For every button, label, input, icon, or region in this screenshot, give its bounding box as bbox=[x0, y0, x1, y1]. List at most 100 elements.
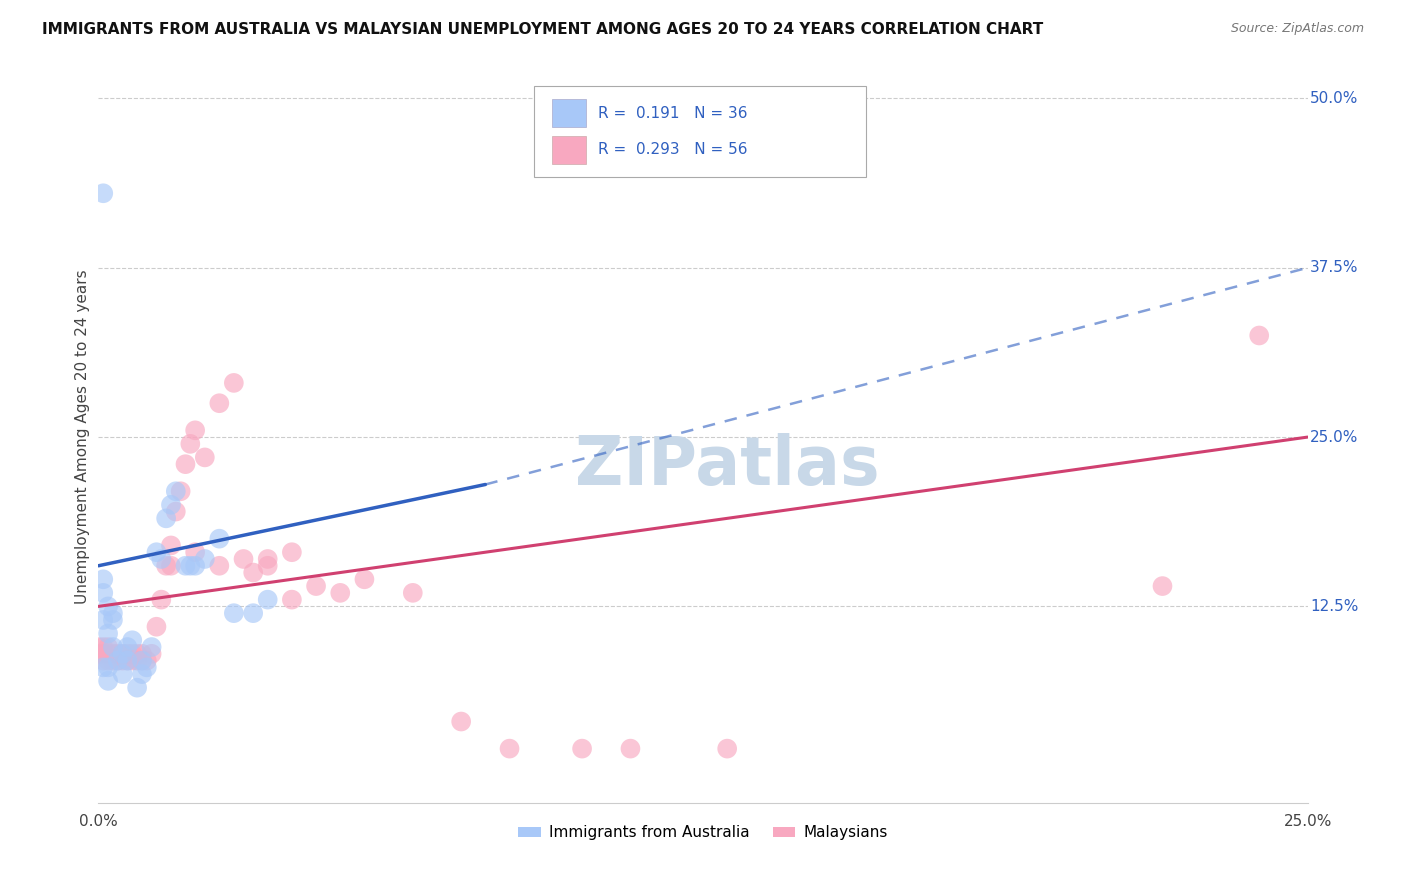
Point bbox=[91, 654, 114, 668]
Point bbox=[208, 532, 231, 546]
Point bbox=[121, 647, 143, 661]
FancyBboxPatch shape bbox=[551, 99, 586, 127]
Point bbox=[184, 558, 207, 573]
Point bbox=[256, 552, 278, 566]
Point bbox=[150, 552, 173, 566]
Point bbox=[571, 741, 593, 756]
Point bbox=[1249, 328, 1271, 343]
Point bbox=[174, 558, 197, 573]
Point bbox=[111, 667, 134, 681]
Point bbox=[1152, 579, 1174, 593]
Point bbox=[101, 647, 124, 661]
Point bbox=[281, 592, 304, 607]
Point bbox=[131, 654, 153, 668]
Point bbox=[160, 498, 183, 512]
Point bbox=[97, 647, 120, 661]
Point bbox=[329, 586, 352, 600]
Text: R =  0.191   N = 36: R = 0.191 N = 36 bbox=[598, 105, 748, 120]
Point bbox=[145, 545, 167, 559]
Point bbox=[184, 545, 207, 559]
Point bbox=[145, 620, 167, 634]
Point bbox=[179, 558, 201, 573]
Point bbox=[91, 613, 114, 627]
Point bbox=[141, 647, 163, 661]
Point bbox=[232, 552, 254, 566]
Point bbox=[101, 640, 124, 654]
Point bbox=[121, 633, 143, 648]
Point bbox=[179, 437, 201, 451]
FancyBboxPatch shape bbox=[534, 86, 866, 178]
Y-axis label: Unemployment Among Ages 20 to 24 years: Unemployment Among Ages 20 to 24 years bbox=[75, 269, 90, 605]
Point bbox=[619, 741, 641, 756]
Point bbox=[91, 186, 114, 201]
Point bbox=[498, 741, 520, 756]
Point bbox=[135, 654, 157, 668]
Text: 0.0%: 0.0% bbox=[79, 814, 118, 829]
Text: Source: ZipAtlas.com: Source: ZipAtlas.com bbox=[1230, 22, 1364, 36]
Point bbox=[97, 654, 120, 668]
Point bbox=[165, 484, 187, 499]
Point bbox=[117, 654, 139, 668]
Point bbox=[242, 566, 264, 580]
Point bbox=[91, 640, 114, 654]
Point bbox=[117, 647, 139, 661]
Point bbox=[281, 545, 304, 559]
Point bbox=[256, 558, 278, 573]
Point bbox=[160, 558, 183, 573]
Point bbox=[91, 647, 114, 661]
Point bbox=[91, 586, 114, 600]
Point bbox=[121, 654, 143, 668]
Point bbox=[97, 673, 120, 688]
Point bbox=[131, 647, 153, 661]
Point bbox=[208, 396, 231, 410]
Point bbox=[91, 572, 114, 586]
Point bbox=[305, 579, 328, 593]
Point bbox=[101, 613, 124, 627]
Point bbox=[402, 586, 425, 600]
Point bbox=[194, 552, 217, 566]
Point bbox=[242, 606, 264, 620]
Point bbox=[169, 484, 191, 499]
FancyBboxPatch shape bbox=[551, 136, 586, 163]
Point bbox=[107, 654, 129, 668]
Point bbox=[97, 599, 120, 614]
Point bbox=[107, 654, 129, 668]
Point bbox=[91, 660, 114, 674]
Point bbox=[117, 640, 139, 654]
Point bbox=[131, 667, 153, 681]
Text: IMMIGRANTS FROM AUSTRALIA VS MALAYSIAN UNEMPLOYMENT AMONG AGES 20 TO 24 YEARS CO: IMMIGRANTS FROM AUSTRALIA VS MALAYSIAN U… bbox=[42, 22, 1043, 37]
Point bbox=[135, 660, 157, 674]
Point bbox=[256, 592, 278, 607]
Text: R =  0.293   N = 56: R = 0.293 N = 56 bbox=[598, 142, 748, 157]
Point bbox=[716, 741, 738, 756]
Point bbox=[101, 606, 124, 620]
Text: 25.0%: 25.0% bbox=[1284, 814, 1331, 829]
Point bbox=[141, 640, 163, 654]
Point bbox=[165, 505, 187, 519]
Point bbox=[194, 450, 217, 465]
Point bbox=[155, 511, 177, 525]
Text: 37.5%: 37.5% bbox=[1310, 260, 1358, 276]
Text: 50.0%: 50.0% bbox=[1310, 91, 1358, 106]
Point bbox=[353, 572, 375, 586]
Point bbox=[160, 538, 183, 552]
Point bbox=[111, 647, 134, 661]
Point bbox=[117, 654, 139, 668]
Point bbox=[87, 640, 110, 654]
Text: ZIPatlas: ZIPatlas bbox=[575, 434, 880, 500]
Point bbox=[155, 558, 177, 573]
Point bbox=[111, 654, 134, 668]
Point bbox=[111, 647, 134, 661]
Point bbox=[97, 640, 120, 654]
Point bbox=[97, 660, 120, 674]
Legend: Immigrants from Australia, Malaysians: Immigrants from Australia, Malaysians bbox=[512, 819, 894, 847]
Point bbox=[127, 647, 149, 661]
Point bbox=[97, 626, 120, 640]
Point bbox=[87, 647, 110, 661]
Point bbox=[450, 714, 472, 729]
Text: 25.0%: 25.0% bbox=[1310, 430, 1358, 444]
Point bbox=[107, 647, 129, 661]
Point bbox=[127, 654, 149, 668]
Text: 12.5%: 12.5% bbox=[1310, 599, 1358, 614]
Point bbox=[208, 558, 231, 573]
